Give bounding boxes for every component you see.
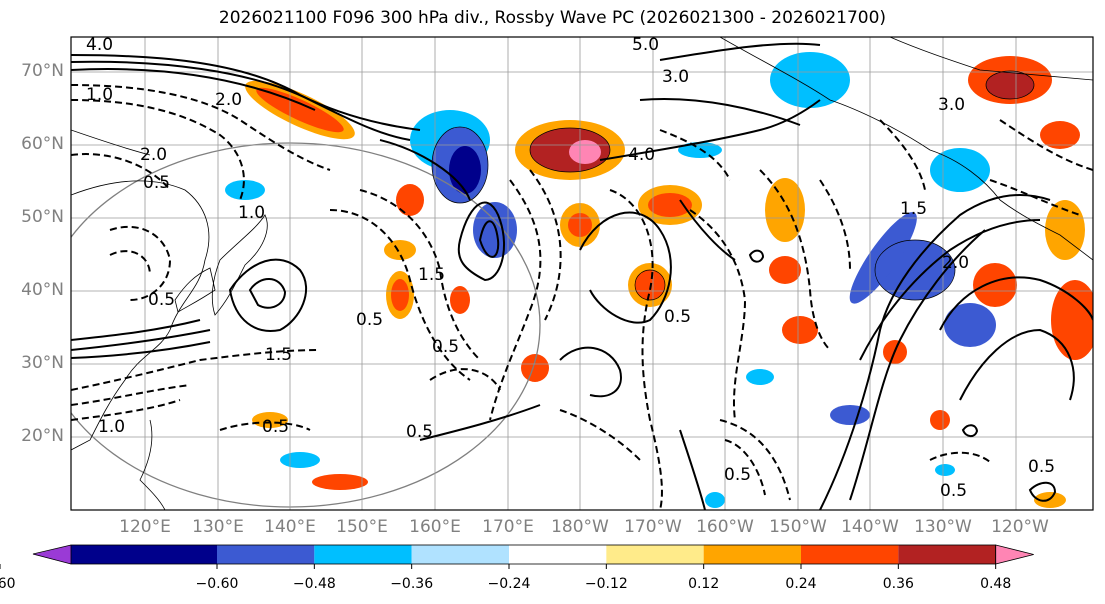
- contours-dashed: [71, 84, 1093, 510]
- colorbar-extension-high: [995, 544, 1034, 565]
- colorbar-tick-label: 0.36: [882, 576, 914, 592]
- lon-label-120e: 120°E: [119, 517, 171, 537]
- coastlines: [71, 37, 1093, 510]
- colorbar-segment: [217, 545, 315, 564]
- colorbar-segment: [411, 545, 509, 564]
- lon-label-170w: 170°W: [624, 517, 682, 537]
- colorbar-tick-label: −0.36: [390, 576, 434, 592]
- lat-label-20n: 20°N: [21, 426, 64, 446]
- contour-label: 0.5: [262, 417, 289, 437]
- colorbar-segment: [509, 545, 607, 564]
- lon-label-160e: 160°E: [409, 517, 461, 537]
- contour-label: 2.0: [215, 90, 242, 110]
- lon-label-150w: 150°W: [769, 517, 827, 537]
- contour-label: 0.5: [664, 307, 691, 327]
- contour-labels: 5.0 3.0 4.0 4.0 3.0 2.0 2.0 1.5 1.0 0.5 …: [86, 35, 1055, 501]
- lon-label-130e: 130°E: [192, 517, 244, 537]
- colorbar-tick-label: −0.12: [584, 576, 628, 592]
- colorbar-tick-label: 0.12: [688, 576, 720, 592]
- contour-label: 0.5: [724, 465, 751, 485]
- lat-label-60n: 60°N: [21, 134, 64, 154]
- shading-outlines: [431, 70, 1035, 301]
- contour-label: 4.0: [628, 145, 655, 165]
- colorbar-tick-label: 0.24: [785, 576, 817, 592]
- lon-label-160w: 160°W: [696, 517, 754, 537]
- lon-label-140w: 140°W: [841, 517, 899, 537]
- contour-label: 2.0: [140, 145, 167, 165]
- lon-label-170e: 170°E: [482, 517, 534, 537]
- lat-label-30n: 30°N: [21, 353, 64, 373]
- lon-label-120w: 120°W: [991, 517, 1049, 537]
- contour-label: 0.5: [356, 310, 383, 330]
- lat-label-70n: 70°N: [21, 61, 64, 81]
- contour-label: 1.0: [238, 203, 265, 223]
- colorbar-segment: [606, 545, 704, 564]
- map-frame: [70, 36, 1094, 511]
- contour-label: 2.0: [942, 253, 969, 273]
- colorbar: [0, 544, 1034, 569]
- contour-label: 0.5: [940, 481, 967, 501]
- lon-label-130w: 130°W: [914, 517, 972, 537]
- contour-label: 1.0: [98, 417, 125, 437]
- contour-label: 3.0: [662, 67, 689, 87]
- contour-label: 0.5: [432, 337, 459, 357]
- colorbar-tick-label: −0.60: [195, 576, 239, 592]
- graticule: [71, 37, 1093, 510]
- contour-label: 0.5: [143, 173, 170, 193]
- colorbar-segment: [703, 545, 801, 564]
- colorbar-tick-label: 0.60: [0, 576, 16, 592]
- contour-label: 0.5: [148, 290, 175, 310]
- contour-label: 0.5: [1028, 457, 1055, 477]
- colorbar-segment: [898, 545, 996, 564]
- lon-label-140e: 140°E: [264, 517, 316, 537]
- lat-label-50n: 50°N: [21, 207, 64, 227]
- colorbar-segment: [71, 545, 217, 564]
- colorbar-extension-low: [33, 545, 71, 564]
- colorbar-segment: [801, 545, 899, 564]
- contours-solid: [71, 42, 1093, 510]
- lon-label-150e: 150°E: [336, 517, 388, 537]
- contour-label: 1.5: [418, 265, 445, 285]
- colorbar-tick-label: −0.24: [487, 576, 531, 592]
- contour-label: 3.0: [938, 95, 965, 115]
- contour-label: 1.5: [900, 199, 927, 219]
- colorbar-tick-label: 0.48: [980, 576, 1012, 592]
- divergence-shading: [225, 52, 1093, 508]
- page-title: 2026021100 F096 300 hPa div., Rossby Wav…: [218, 8, 887, 28]
- contour-label: 0.5: [406, 422, 433, 442]
- colorbar-tick-label: −0.48: [292, 576, 336, 592]
- contour-label: 5.0: [632, 35, 659, 55]
- contour-label: 1.5: [265, 345, 292, 365]
- lat-label-40n: 40°N: [21, 280, 64, 300]
- lon-label-180w: 180°W: [551, 517, 609, 537]
- colorbar-segment: [314, 545, 412, 564]
- contour-label: 4.0: [86, 35, 113, 55]
- contour-label: 1.0: [86, 85, 113, 105]
